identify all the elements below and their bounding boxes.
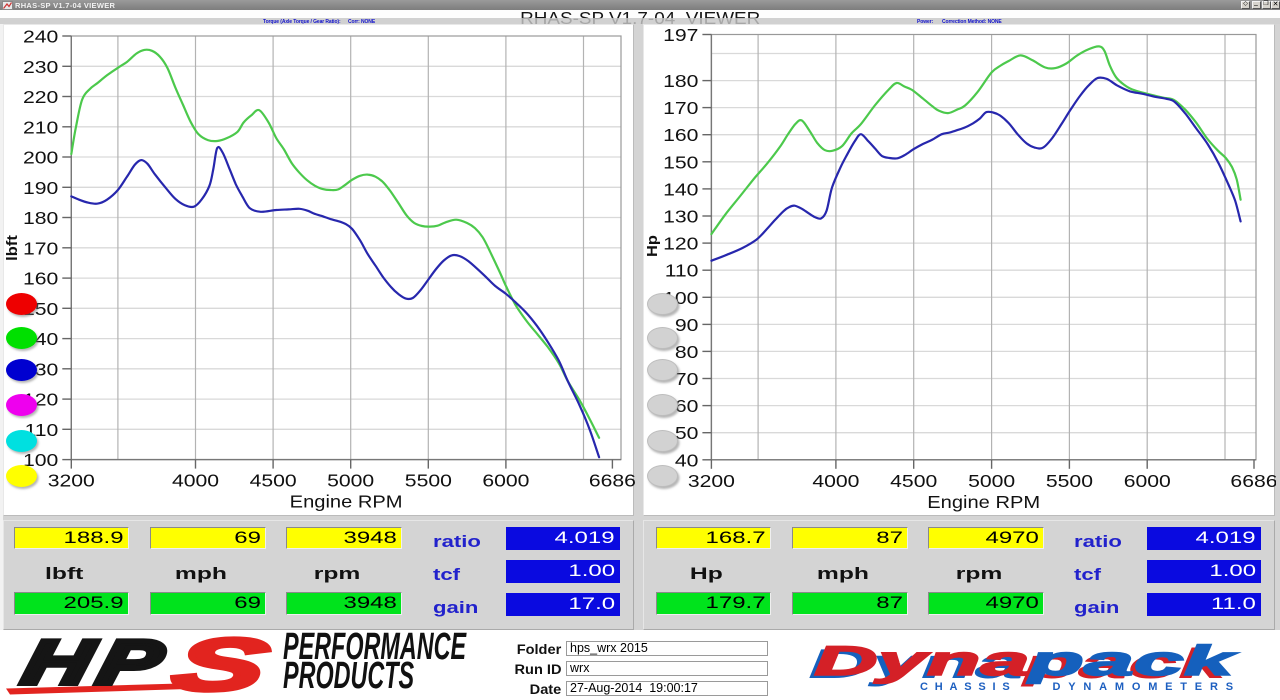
svg-text:5500: 5500 — [1046, 471, 1093, 491]
svg-text:5500: 5500 — [405, 471, 452, 491]
svg-text:3200: 3200 — [48, 471, 95, 491]
svg-text:120: 120 — [663, 234, 699, 254]
svg-text:90: 90 — [675, 316, 699, 336]
svg-text:130: 130 — [663, 207, 699, 227]
svg-text:6686: 6686 — [589, 471, 635, 491]
svg-text:4500: 4500 — [890, 471, 937, 491]
svg-text:100: 100 — [23, 451, 59, 471]
svg-text:200: 200 — [23, 148, 59, 168]
svg-text:3200: 3200 — [688, 471, 735, 491]
svg-text:170: 170 — [663, 99, 699, 119]
svg-text:110: 110 — [665, 261, 699, 281]
svg-text:4000: 4000 — [812, 471, 859, 491]
svg-text:160: 160 — [663, 126, 699, 146]
svg-text:150: 150 — [663, 153, 699, 173]
svg-text:220: 220 — [23, 88, 59, 108]
svg-text:197: 197 — [663, 26, 698, 46]
svg-text:190: 190 — [23, 178, 59, 198]
svg-text:Hp: Hp — [645, 235, 661, 257]
svg-text:5000: 5000 — [327, 471, 374, 491]
svg-text:Engine RPM: Engine RPM — [927, 492, 1040, 511]
svg-text:6000: 6000 — [1124, 471, 1171, 491]
svg-text:80: 80 — [675, 343, 699, 363]
svg-text:lbft: lbft — [5, 234, 21, 260]
svg-text:50: 50 — [675, 424, 699, 444]
svg-text:180: 180 — [663, 72, 699, 92]
svg-text:230: 230 — [23, 57, 59, 77]
svg-text:210: 210 — [23, 118, 59, 138]
svg-text:HP: HP — [17, 630, 178, 697]
svg-text:4500: 4500 — [250, 471, 297, 491]
svg-text:140: 140 — [663, 180, 699, 200]
svg-text:240: 240 — [23, 27, 59, 47]
svg-text:170: 170 — [23, 239, 59, 259]
svg-text:60: 60 — [675, 397, 699, 417]
svg-text:4000: 4000 — [172, 471, 219, 491]
svg-text:180: 180 — [23, 209, 59, 229]
svg-text:6000: 6000 — [482, 471, 529, 491]
svg-text:6686: 6686 — [1230, 471, 1276, 491]
svg-text:Engine RPM: Engine RPM — [290, 492, 403, 511]
svg-text:70: 70 — [675, 370, 699, 390]
svg-text:160: 160 — [23, 269, 59, 289]
svg-text:5000: 5000 — [968, 471, 1015, 491]
svg-text:40: 40 — [675, 451, 699, 471]
svg-text:S: S — [165, 630, 275, 700]
